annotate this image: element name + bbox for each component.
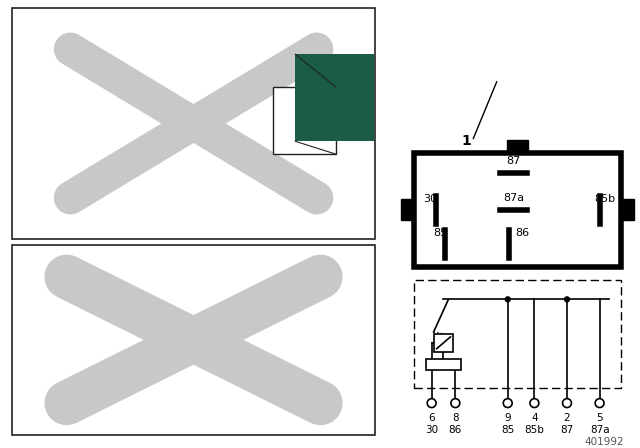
Text: 2: 2 (564, 413, 570, 423)
Bar (273, 87, 336, 154)
Text: 401992: 401992 (585, 437, 624, 447)
Text: 87a: 87a (590, 425, 609, 435)
Text: 87: 87 (561, 425, 573, 435)
Text: 8: 8 (452, 413, 459, 423)
Bar (414, 280, 621, 388)
Circle shape (505, 297, 510, 302)
Text: 6: 6 (428, 413, 435, 423)
Circle shape (503, 399, 512, 408)
Bar (426, 359, 461, 370)
Text: 30: 30 (425, 425, 438, 435)
Bar (12, 245, 375, 435)
Circle shape (427, 399, 436, 408)
Text: 85b: 85b (594, 194, 615, 204)
Text: 1: 1 (461, 134, 471, 148)
Text: 85b: 85b (524, 425, 545, 435)
Text: 9: 9 (504, 413, 511, 423)
Bar (12, 8, 375, 239)
Circle shape (563, 399, 572, 408)
Bar (295, 54, 374, 141)
Circle shape (530, 399, 539, 408)
Bar (621, 198, 634, 220)
Bar (401, 198, 414, 220)
Bar (434, 334, 453, 352)
Text: 86: 86 (515, 228, 529, 238)
Bar (507, 140, 529, 153)
Text: 86: 86 (449, 425, 462, 435)
Text: 30: 30 (424, 194, 438, 204)
Text: 87: 87 (506, 156, 520, 166)
Text: 85: 85 (433, 228, 447, 238)
Text: 85: 85 (501, 425, 515, 435)
Circle shape (595, 399, 604, 408)
Text: 5: 5 (596, 413, 603, 423)
Circle shape (451, 399, 460, 408)
Circle shape (564, 297, 570, 302)
Text: 87a: 87a (503, 193, 524, 203)
Text: 4: 4 (531, 413, 538, 423)
Bar (414, 153, 621, 267)
